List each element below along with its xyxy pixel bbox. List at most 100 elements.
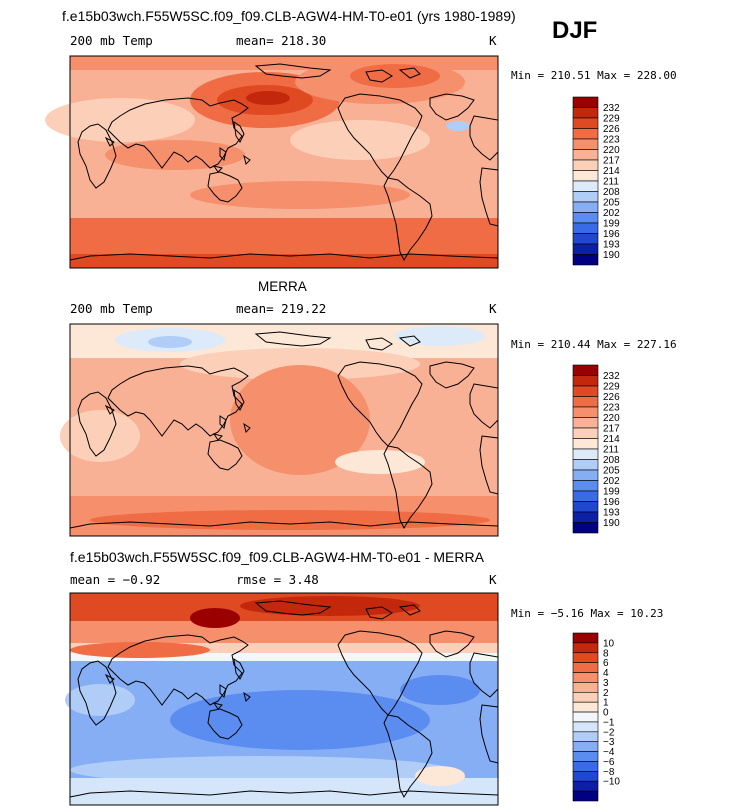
panel3-colorbar-swatch bbox=[572, 701, 599, 713]
panel3-colorbar-swatch bbox=[572, 672, 599, 683]
panel1-colorbar-swatch bbox=[572, 212, 599, 224]
panel2-colorbar-swatch bbox=[572, 501, 599, 513]
panel1-colorbar-swatch bbox=[572, 233, 599, 245]
panel2-colorbar-swatch bbox=[572, 511, 599, 523]
panel3-colorbar-tick-label: 4 bbox=[603, 668, 609, 679]
panel3-colorbar-tick-label: −2 bbox=[603, 727, 615, 738]
panel2-colorbar-tick-label: 229 bbox=[603, 382, 620, 393]
panel1-colorbar-swatch bbox=[572, 201, 599, 213]
panel3-colorbar-tick-label: 10 bbox=[603, 638, 615, 649]
panel3-colorbar-swatch bbox=[572, 711, 599, 723]
panel3-colorbar-tick-label: 1 bbox=[603, 698, 609, 709]
panel3-colorbar-swatch bbox=[572, 771, 599, 782]
panel2-units: K bbox=[489, 301, 497, 316]
panel1-colorbar-tick-label: 199 bbox=[603, 219, 620, 230]
panel1-colorbar-tick-label: 202 bbox=[603, 208, 620, 219]
panel3-colorbar-swatch bbox=[572, 721, 599, 733]
panel3-colorbar-tick-label: −1 bbox=[603, 717, 615, 728]
panel3-minmax: Min = −5.16 Max = 10.23 bbox=[511, 607, 664, 620]
panel3-title: f.e15b03wch.F55W5SC.f09_f09.CLB-AGW4-HM-… bbox=[70, 549, 484, 565]
panel2-colorbar-tick-label: 217 bbox=[603, 424, 620, 435]
panel1-colorbar-tick-label: 220 bbox=[603, 145, 620, 156]
panel2-colorbar-tick-label: 220 bbox=[603, 413, 620, 424]
panel2-colorbar-swatch bbox=[572, 480, 599, 492]
panel2-colorbar: 2322292262232202172142112082052021991961… bbox=[572, 364, 620, 534]
panel2-colorbar-swatch bbox=[572, 490, 599, 502]
panel1-colorbar-tick-label: 223 bbox=[603, 135, 620, 146]
panel2-colorbar-swatch bbox=[572, 438, 599, 450]
panel2-colorbar-swatch bbox=[572, 459, 599, 471]
panel3-colorbar-tick-label: −6 bbox=[603, 757, 615, 768]
panel2-colorbar-tick-label: 223 bbox=[603, 403, 620, 414]
panel1-field-label: 200 mb Temp bbox=[70, 33, 153, 48]
panel2-colorbar-tick-label: 232 bbox=[603, 371, 620, 382]
panel3-colorbar-swatch bbox=[572, 780, 599, 792]
panel1-colorbar-swatch bbox=[572, 243, 599, 255]
panel3-map bbox=[65, 592, 499, 806]
panel3-colorbar-tick-label: 3 bbox=[603, 678, 609, 689]
panel3-colorbar-swatch bbox=[572, 632, 599, 644]
panel1-colorbar-swatch bbox=[572, 222, 599, 234]
panel1-colorbar-tick-label: 226 bbox=[603, 124, 620, 135]
panel1-colorbar-tick-label: 232 bbox=[603, 103, 620, 114]
panel1-colorbar-tick-label: 229 bbox=[603, 114, 620, 125]
panel2-colorbar-swatch bbox=[572, 375, 599, 387]
panel2-colorbar-tick-label: 226 bbox=[603, 392, 620, 403]
panel1-colorbar-swatch bbox=[572, 159, 599, 171]
panel3-colorbar-swatch bbox=[572, 682, 599, 693]
panel3-colorbar-swatch bbox=[572, 751, 599, 762]
panel1-units: K bbox=[489, 33, 497, 48]
panel2-colorbar-swatch bbox=[572, 448, 599, 460]
panel3-colorbar-swatch bbox=[572, 691, 599, 703]
panel1-colorbar-tick-label: 211 bbox=[603, 177, 619, 188]
panel2-map bbox=[60, 323, 499, 537]
panel1-colorbar-swatch bbox=[572, 96, 599, 108]
panel1-colorbar-tick-label: 205 bbox=[603, 198, 620, 209]
panel3-colorbar-tick-label: −4 bbox=[603, 747, 615, 758]
panel2-colorbar-tick-label: 205 bbox=[603, 466, 620, 477]
panel2-colorbar-swatch bbox=[572, 385, 599, 397]
panel1-colorbar-swatch bbox=[572, 180, 599, 192]
panel1-colorbar-swatch bbox=[572, 107, 599, 119]
panel3-colorbar-tick-label: 6 bbox=[603, 658, 609, 669]
panel3-units: K bbox=[489, 572, 497, 587]
panel2-colorbar-swatch bbox=[572, 364, 599, 376]
figure-title: f.e15b03wch.F55W5SC.f09_f09.CLB-AGW4-HM-… bbox=[62, 8, 516, 24]
panel2-colorbar-tick-label: 196 bbox=[603, 497, 620, 508]
panel1-colorbar-tick-label: 217 bbox=[603, 156, 620, 167]
panel3-colorbar-tick-label: −8 bbox=[603, 767, 615, 778]
panel2-colorbar-swatch bbox=[572, 469, 599, 481]
season-label: DJF bbox=[552, 17, 598, 44]
panel3-rmse: rmse = 3.48 bbox=[236, 572, 319, 587]
panel1-map bbox=[45, 55, 499, 269]
panel3-colorbar-swatch bbox=[572, 741, 599, 752]
panel2-mean: mean= 219.22 bbox=[236, 301, 327, 316]
panel2-colorbar-swatch bbox=[572, 396, 599, 408]
panel1-colorbar-tick-label: 193 bbox=[603, 240, 620, 251]
panel2-colorbar-swatch bbox=[572, 522, 599, 534]
panel1-colorbar-swatch bbox=[572, 117, 599, 129]
panel3-colorbar-tick-label: −10 bbox=[603, 777, 620, 788]
panel3-colorbar-swatch bbox=[572, 652, 599, 663]
panel1-colorbar-tick-label: 190 bbox=[603, 250, 620, 261]
panel1-minmax: Min = 210.51 Max = 228.00 bbox=[511, 69, 677, 82]
panel1-colorbar-swatch bbox=[572, 128, 599, 140]
panel1-colorbar-swatch bbox=[572, 254, 599, 266]
panel2-field-label: 200 mb Temp bbox=[70, 301, 153, 316]
panel3-colorbar-swatch bbox=[572, 662, 599, 673]
panel2-colorbar-tick-label: 211 bbox=[603, 445, 619, 456]
panel1-colorbar-swatch bbox=[572, 138, 599, 150]
panel2-colorbar-tick-label: 193 bbox=[603, 508, 620, 519]
panel3-colorbar-swatch bbox=[572, 761, 599, 772]
panel2-colorbar-tick-label: 208 bbox=[603, 455, 620, 466]
panel1-colorbar-swatch bbox=[572, 170, 599, 182]
panel2-colorbar-tick-label: 190 bbox=[603, 518, 620, 529]
panel2-colorbar-swatch bbox=[572, 427, 599, 439]
panel3-colorbar-swatch bbox=[572, 731, 599, 743]
panel2-colorbar-tick-label: 202 bbox=[603, 476, 620, 487]
panel3-colorbar-tick-label: 2 bbox=[603, 688, 609, 699]
panel3-mean: mean = −0.92 bbox=[70, 572, 161, 587]
panel1-colorbar-tick-label: 214 bbox=[603, 166, 620, 177]
